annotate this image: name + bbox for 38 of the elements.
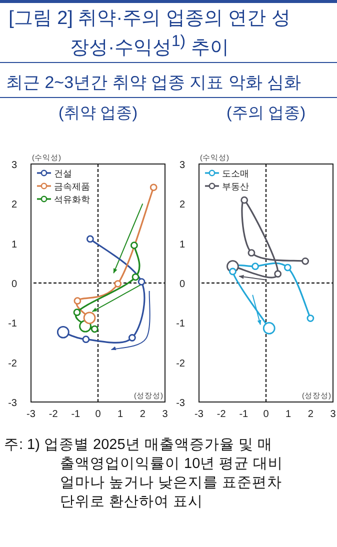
x-tick-label: -2 xyxy=(48,409,58,420)
legend-label: 석유화학 xyxy=(54,194,90,204)
y-tick-label: 2 xyxy=(179,200,186,211)
x-tick-label: 1 xyxy=(118,409,124,420)
y-tick-label: -3 xyxy=(8,398,18,409)
legend-label: 부동산 xyxy=(222,182,249,192)
y-tick-label: -2 xyxy=(176,358,186,370)
x-tick-label: 2 xyxy=(308,409,314,420)
y-tick-label: 0 xyxy=(179,279,186,290)
legend-label: 도소매 xyxy=(222,168,249,178)
x-tick-label: 2 xyxy=(140,409,146,420)
x-tick-label: -2 xyxy=(216,409,226,420)
y-tick-label: -2 xyxy=(8,358,18,370)
x-tick-label: -1 xyxy=(71,409,81,420)
y-tick-label: 2 xyxy=(11,200,18,211)
legend-label: 건설 xyxy=(54,168,72,178)
x-tick-label: 3 xyxy=(330,409,336,420)
x-tick-label: 0 xyxy=(95,409,102,420)
chart-title: (주의 업종) xyxy=(226,105,306,122)
y-tick-label: 1 xyxy=(179,239,186,250)
y-tick-label: -1 xyxy=(176,318,186,330)
y-tick-label: -3 xyxy=(176,398,186,409)
x-tick-label: -3 xyxy=(194,409,204,420)
y-tick-label: 3 xyxy=(11,160,18,171)
y-tick-label: 0 xyxy=(11,279,18,290)
text: 주: 1) 업종별 2025년 매출액증가율 및 매출액영업이익률이 10년 평균 대비 얼마나 높거나 낮은지를 표준편차 단위로 환산하여 표시 xyxy=(4,436,284,512)
y-tick-label: -1 xyxy=(8,318,18,330)
x-tick-label: 1 xyxy=(286,409,292,420)
x-tick-label: -1 xyxy=(239,409,249,420)
text: 최근 2~3년간 취약 업종 지표 악화 심화 xyxy=(0,69,337,98)
legend-label: 금속제품 xyxy=(54,182,90,192)
x-tick-label: 0 xyxy=(263,409,270,420)
x-tick-label: -3 xyxy=(26,409,36,420)
y-tick-label: 3 xyxy=(179,160,186,171)
y-tick-label: 1 xyxy=(11,239,18,250)
chart-title: (취약 업종) xyxy=(58,105,138,122)
x-tick-label: 3 xyxy=(162,409,168,420)
text: [그림 2] 취약·주의 업종의 연간 성장성·수익성$^{1)}$ 추이 xyxy=(0,0,337,64)
